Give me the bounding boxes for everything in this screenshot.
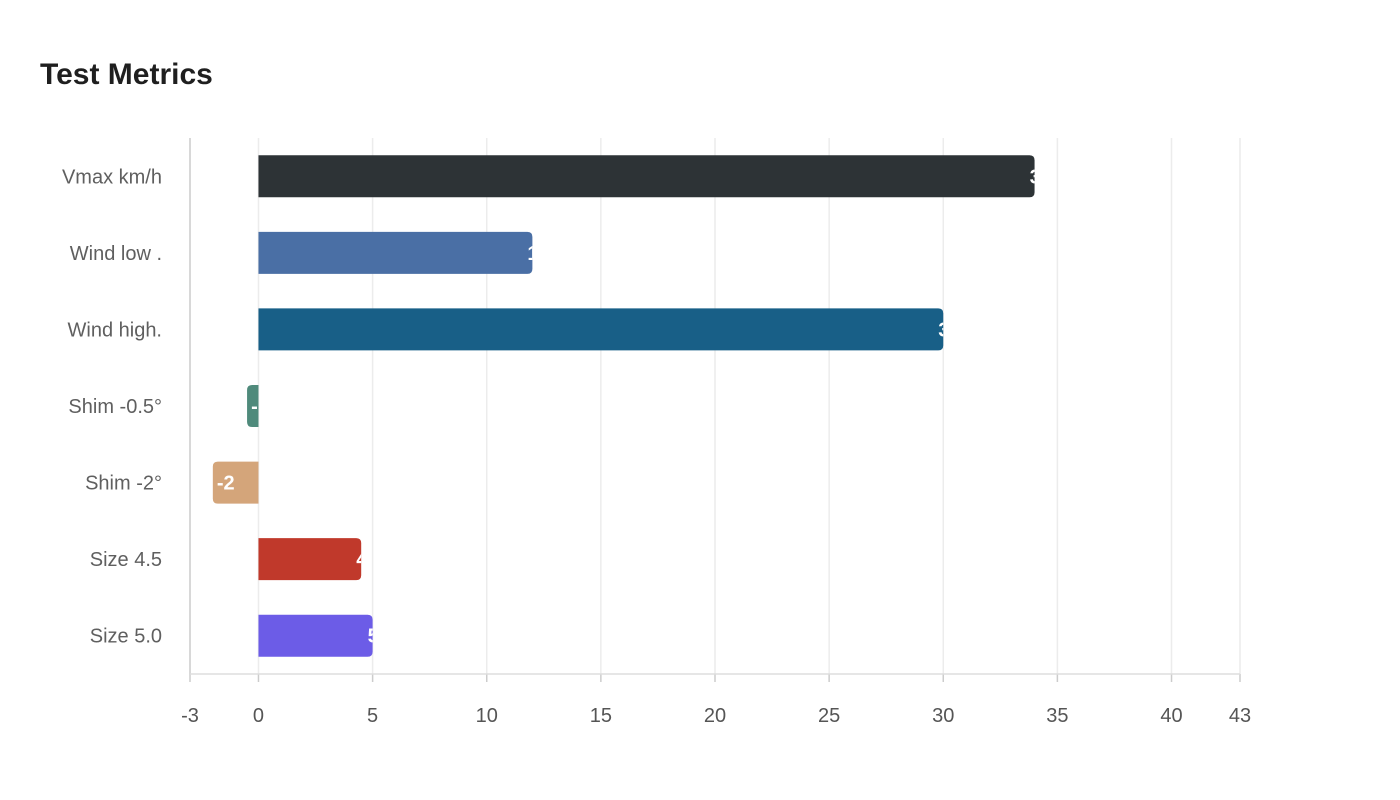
x-tick-label: 5	[367, 705, 378, 727]
bar-value-label: 30	[938, 319, 960, 341]
x-tick-label: 30	[932, 705, 954, 727]
bar-value-label: 5	[368, 626, 379, 648]
x-tick-label: 20	[704, 705, 726, 727]
bar-value-label: -2	[217, 473, 235, 495]
bar	[258, 614, 373, 657]
category-label: Shim -0.5°	[68, 396, 162, 418]
category-label: Vmax km/h	[62, 166, 162, 188]
bar-value-label: -0.5	[251, 396, 285, 418]
bar	[258, 308, 944, 351]
category-label: Shim -2°	[85, 473, 162, 495]
bar-value-label: 4.5	[356, 549, 384, 571]
grid-lines	[257, 138, 1241, 674]
x-tick-label: 25	[818, 705, 840, 727]
x-tick-label: 35	[1046, 705, 1068, 727]
bar	[247, 385, 259, 427]
bar	[258, 155, 1035, 198]
category-label: Wind low .	[70, 243, 162, 265]
bar-value-label: 12	[527, 243, 549, 265]
category-label: Size 4.5	[90, 549, 162, 571]
x-tick-label: 43	[1229, 705, 1251, 727]
x-tick-label: 0	[253, 705, 264, 727]
bar	[258, 231, 533, 274]
x-tick-label: 10	[476, 705, 498, 727]
category-label: Wind high.	[68, 319, 163, 341]
bar	[212, 461, 259, 504]
bars: 34 12 30 -0.5 -2 4.5 5	[212, 155, 1053, 657]
x-tick-label: -3	[181, 705, 199, 727]
axes	[189, 138, 1241, 682]
x-tick-label: 15	[590, 705, 612, 727]
bar-value-label: 34	[1030, 166, 1053, 188]
category-labels: Vmax km/h Wind low . Wind high. Shim -0.5° S…	[62, 166, 162, 647]
category-label: Size 5.0	[90, 626, 162, 648]
bar	[258, 538, 362, 581]
x-tick-labels: -3 0 5 10 15 20 25 30 35 40 43	[181, 705, 1251, 727]
chart-title: Test Metrics	[40, 58, 213, 91]
x-tick-label: 40	[1160, 705, 1182, 727]
